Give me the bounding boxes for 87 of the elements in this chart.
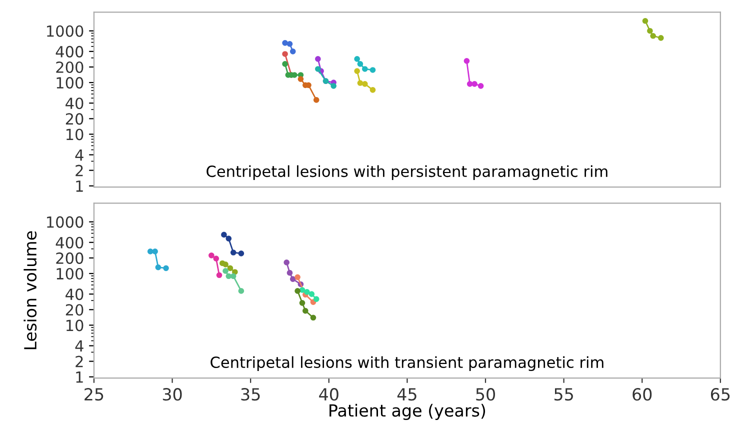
y-tick-label: 1000 (47, 25, 84, 37)
point (155, 264, 162, 270)
y-tick-label: 400 (56, 46, 84, 58)
y-tick-label: 200 (56, 61, 84, 74)
point (357, 61, 364, 67)
x-tick-label: 40 (319, 388, 338, 401)
y-tick-label: 40 (66, 288, 84, 300)
y-axis-title: Lesion volume (24, 231, 37, 350)
y-tick-label: 100 (56, 268, 84, 280)
x-tick-label: 50 (476, 388, 495, 401)
y-tick-label: 4 (75, 149, 84, 161)
point (313, 296, 320, 302)
point (227, 265, 234, 272)
y-tick-label: 40 (66, 98, 84, 110)
y-tick-label: 2 (76, 356, 83, 368)
point (284, 259, 290, 266)
point (163, 265, 169, 272)
y-tick-label: 100 (56, 77, 84, 89)
y-tick-label: 400 (56, 236, 84, 248)
point (286, 40, 293, 47)
annotation: Centripetal lesions with transient paramagnetic rim (210, 356, 604, 372)
point (290, 276, 296, 282)
x-tick-label: 25 (84, 388, 104, 401)
y-tick-label: 4 (75, 340, 84, 352)
x-tick-label: 60 (632, 388, 652, 401)
point (152, 248, 158, 254)
point (290, 48, 296, 54)
x-tick-label: 55 (554, 388, 573, 401)
point (294, 288, 300, 294)
point (315, 66, 321, 72)
x-tick-label: 65 (710, 388, 730, 401)
point (208, 252, 214, 258)
x-tick-label: 30 (162, 388, 182, 401)
y-tick-label: 1 (76, 372, 83, 383)
point (308, 291, 315, 297)
y-tick-label: 2 (76, 164, 83, 176)
point (226, 236, 232, 242)
point (362, 81, 368, 87)
point (216, 272, 222, 278)
point (362, 66, 368, 72)
y-tick-label: 20 (66, 304, 84, 316)
point (370, 67, 376, 73)
point (238, 250, 244, 256)
point (294, 274, 300, 280)
point (213, 256, 220, 262)
point (282, 51, 288, 57)
annotation: Centripetal lesions with persistent paramagnetic rim (206, 165, 608, 180)
point (238, 288, 244, 294)
point (147, 248, 154, 254)
point (330, 83, 336, 89)
point (299, 287, 306, 293)
point (230, 250, 236, 256)
point (315, 56, 321, 62)
point (304, 289, 310, 295)
point (299, 300, 306, 306)
y-tick-label: 20 (66, 113, 84, 125)
point (302, 308, 308, 314)
y-tick-label: 10 (66, 128, 84, 140)
point (313, 97, 320, 103)
point (298, 76, 304, 82)
point (357, 80, 364, 86)
y-tick-label: 200 (56, 252, 84, 264)
point (472, 81, 478, 87)
point (464, 58, 470, 64)
point (222, 261, 228, 268)
point (282, 61, 288, 67)
y-tick-label: 1 (76, 180, 83, 192)
point (282, 40, 288, 46)
point (286, 270, 293, 276)
point (650, 32, 656, 39)
y-tick-label: 1000 (47, 216, 84, 228)
point (354, 56, 360, 62)
point (354, 68, 360, 74)
point (647, 28, 653, 34)
point (642, 18, 648, 24)
point (221, 232, 227, 238)
point (466, 81, 473, 87)
x-axis-title: Patient age (years) (330, 404, 486, 420)
x-tick-label: 35 (241, 388, 260, 401)
point (658, 35, 664, 41)
point (222, 268, 228, 274)
point (232, 269, 238, 275)
point (310, 314, 316, 321)
point (370, 87, 376, 93)
point (478, 83, 484, 89)
x-tick-label: 45 (397, 388, 416, 401)
y-tick-label: 10 (66, 320, 84, 332)
